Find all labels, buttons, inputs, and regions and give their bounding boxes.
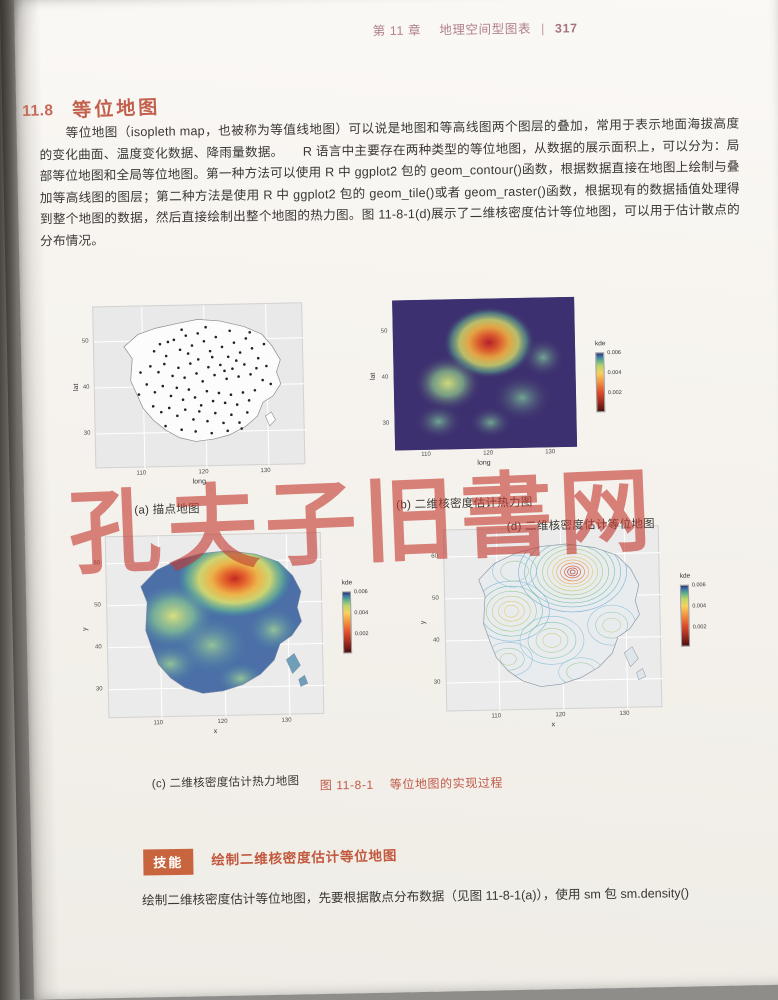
panel-d-colorbar-title: kde	[679, 572, 691, 580]
figure-caption: 图 11-8-1 等位地图的实现过程	[320, 774, 504, 794]
panel-b-xtick-0: 110	[421, 451, 431, 458]
panel-a-caption: (a) 描点地图	[134, 503, 201, 517]
panel-d-colorbar-tick-2: 0.002	[692, 624, 707, 631]
panel-c-ytick-1: 40	[94, 644, 102, 651]
panel-c-xtick-2: 130	[281, 717, 292, 724]
running-head-title: 地理空间型图表	[439, 21, 532, 38]
panel-a-ytick-1: 40	[82, 384, 90, 391]
panel-d-ylabel: y	[419, 620, 427, 625]
panel-b-ytick-1: 40	[381, 374, 389, 381]
panel-d-colorbar-tick-1: 0.004	[692, 603, 707, 610]
running-head: 第 11 章 地理空间型图表 | 317	[373, 17, 578, 39]
panel-b-colorbar-tick-2: 0.002	[607, 389, 622, 397]
panel-b-kde-field	[392, 296, 578, 451]
panel-d-caption: (d) 二维核密度估计等位地图	[506, 518, 656, 534]
skill-body: 绘制二维核密度估计等位地图，先要根据散点分布数据（见图 11-8-1(a)），使…	[142, 886, 690, 908]
panel-c-xlabel: x	[213, 728, 218, 736]
figure-11-8-1: 110 120 130 30 40 50 long lat (a) 描点地图	[70, 285, 750, 798]
panel-d-xtick-2: 130	[619, 710, 630, 717]
figure-caption-title: 等位地图的实现过程	[389, 775, 504, 792]
panel-b-plot: 110 120 130 30 40 50 long lat	[370, 296, 578, 467]
running-head-separator: |	[540, 21, 546, 36]
panel-a-ytick-0: 30	[83, 430, 91, 437]
panel-b-caption: (b) 二维核密度估计热力图	[396, 496, 533, 512]
panel-d-contour-map	[478, 542, 647, 688]
panel-d-ytick-3: 60	[431, 553, 439, 560]
section-title: 等位地图	[71, 97, 161, 122]
panel-c-ylabel: y	[81, 627, 89, 632]
figure-caption-number: 图 11-8-1	[319, 777, 374, 793]
panel-d-plot: 110 120 130 30 40 50 60 x y	[420, 525, 663, 728]
panel-c-ytick-3: 60	[93, 560, 101, 567]
running-head-chapter: 第 11 章	[372, 23, 422, 39]
panel-c-xtick-1: 120	[217, 718, 228, 726]
panel-a-plot: 110 120 130 30 40 50 long lat	[73, 302, 306, 486]
panel-d-xlabel: x	[551, 721, 556, 729]
panel-b-colorbar-tick-0: 0.006	[607, 349, 622, 357]
panel-b-ytick-0: 30	[382, 420, 390, 427]
panel-c-colorbar	[341, 591, 353, 654]
panel-d-ytick-2: 50	[432, 595, 439, 602]
panel-a-ylabel: lat	[72, 383, 81, 392]
panel-c-ytick-0: 30	[95, 686, 103, 693]
panel-b-xtick-2: 130	[545, 449, 556, 456]
panel-c-xtick-0: 110	[153, 720, 164, 727]
panel-c-caption: (c) 二维核密度估计热力地图	[151, 775, 300, 791]
panel-c-colorbar-tick-1: 0.004	[354, 610, 369, 617]
panel-b-xlabel: long	[477, 459, 491, 467]
panel-b-colorbar-title: kde	[594, 340, 606, 348]
panel-a-ytick-2: 50	[81, 338, 89, 345]
page-number: 317	[554, 21, 578, 36]
panel-c-kde-map	[140, 549, 309, 695]
skill-title: 绘制二维核密度估计等位地图	[211, 847, 398, 868]
panel-a-xtick-0: 110	[136, 470, 147, 477]
body-paragraph-text: 等位地图（isopleth map，也被称为等值线地图）可以说是地图和等高线图两…	[39, 116, 740, 248]
panel-b-xtick-1: 120	[483, 450, 494, 457]
panel-a-xtick-1: 120	[198, 469, 209, 476]
page-content: 第 11 章 地理空间型图表 | 317 11.8 等位地图 等位地图（isop…	[14, 0, 778, 1000]
body-paragraph: 等位地图（isopleth map，也被称为等值线地图）可以说是地图和等高线图两…	[39, 114, 740, 253]
skill-badge: 技能	[143, 848, 194, 876]
panel-d-xtick-1: 120	[555, 712, 566, 719]
panel-d-colorbar-tick-0: 0.006	[691, 582, 706, 589]
china-map-outline	[123, 319, 282, 442]
panel-a-xtick-2: 130	[260, 467, 271, 475]
panel-d-ytick-1: 40	[432, 637, 440, 644]
section-number: 11.8	[21, 102, 54, 121]
panel-b-colorbar	[595, 352, 606, 413]
panel-c-colorbar-tick-0: 0.006	[353, 589, 368, 596]
panel-b-ylabel: lat	[369, 372, 377, 381]
panel-c-colorbar-title: kde	[341, 579, 353, 587]
panel-b-ytick-2: 50	[380, 328, 388, 335]
panel-d-xtick-0: 110	[491, 713, 502, 720]
panel-c-plot: 110 120 130 30 40 50 60 x y	[82, 531, 325, 735]
panel-b-colorbar-tick-1: 0.004	[607, 369, 622, 377]
panel-d-colorbar	[679, 584, 691, 647]
panel-a-xlabel: long	[192, 478, 207, 486]
panel-c-colorbar-tick-2: 0.002	[354, 631, 369, 638]
panel-d-ytick-0: 30	[433, 679, 441, 686]
panel-c-ytick-2: 50	[94, 602, 101, 609]
